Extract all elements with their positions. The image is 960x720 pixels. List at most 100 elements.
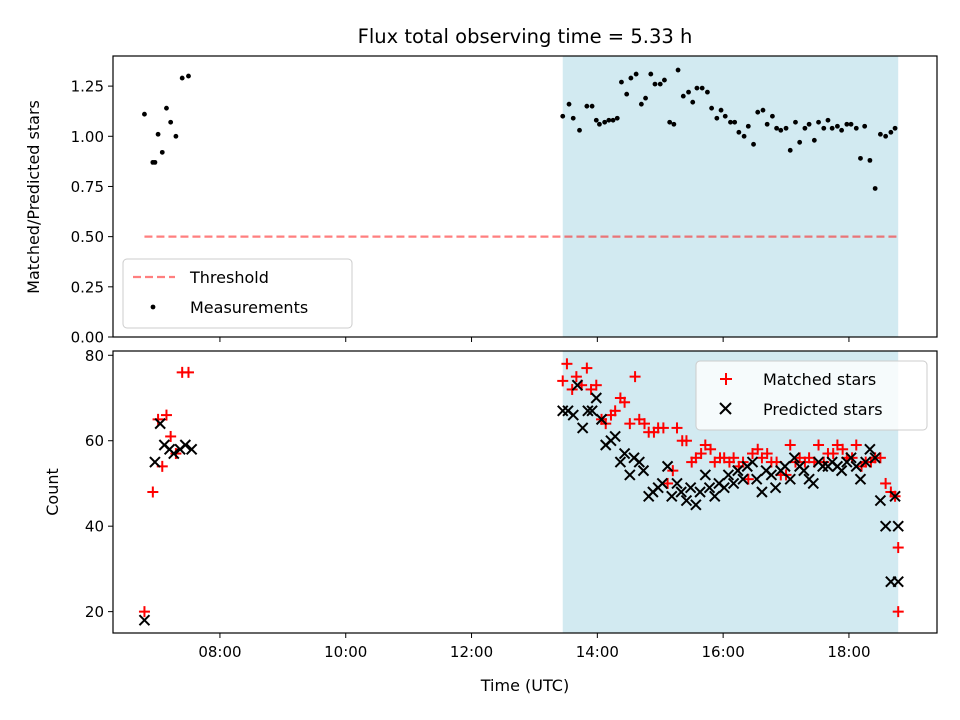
predicted-point	[138, 614, 151, 626]
matched-point	[561, 358, 573, 370]
measurement-point	[173, 133, 179, 139]
predicted-point	[567, 409, 579, 421]
measurement-point	[718, 107, 724, 113]
measurement-point	[589, 103, 595, 109]
measurement-point	[709, 105, 715, 111]
matched-point	[784, 439, 796, 451]
measurement-point	[652, 81, 658, 87]
matched-legend-swatch	[720, 373, 732, 385]
matched-point	[581, 362, 593, 374]
predicted-point	[576, 422, 589, 434]
measurement-point	[686, 89, 691, 95]
measurement-point	[628, 75, 634, 81]
measurement-point	[764, 121, 770, 127]
measurement-point	[797, 139, 803, 145]
measurement-point	[728, 119, 733, 125]
measurement-point	[675, 67, 681, 73]
matched-point	[138, 606, 150, 618]
measurement-point	[862, 123, 868, 129]
measurement-point	[705, 89, 710, 95]
measurement-point	[835, 123, 840, 129]
measurement-point	[159, 149, 165, 155]
predicted-point	[835, 464, 848, 477]
ratio-panel: 0.00 0.25 0.50 0.75 1.00 1.25 Matched/Predict…	[24, 55, 938, 347]
predicted-point	[571, 379, 584, 391]
predicted-point	[779, 460, 791, 473]
measurement-point	[892, 125, 898, 131]
measurement-point	[811, 137, 817, 143]
measurement-point	[732, 119, 738, 125]
predicted-point	[557, 405, 569, 417]
x-tick-label: 12:00	[450, 643, 493, 661]
measurement-point	[760, 107, 766, 113]
ratio-ylabel: Matched/Predicted stars	[24, 100, 43, 294]
measurement-point	[872, 186, 878, 191]
measurement-point	[155, 131, 161, 137]
predicted-point	[684, 482, 697, 494]
measurement-point	[560, 113, 566, 119]
predicted-point	[168, 447, 180, 460]
measurements-legend-swatch	[150, 304, 156, 310]
count-panel: 20 40 60 80 08:00 10:00 12:00 14:00 16:00 18:00 C…	[43, 347, 938, 695]
measurement-point	[839, 127, 845, 133]
predicted-point	[869, 452, 881, 464]
measurement-point	[848, 121, 854, 127]
predicted-point	[889, 490, 901, 502]
predicted-point	[633, 456, 645, 468]
matched-point	[671, 422, 683, 434]
measurement-point	[806, 121, 812, 127]
matched-point	[813, 439, 825, 451]
predicted-point	[661, 460, 674, 473]
measurement-point	[793, 119, 798, 125]
measurement-point	[619, 79, 624, 85]
y-tick-label: 40	[85, 518, 104, 536]
measurement-point	[142, 111, 147, 117]
count-xlabel: Time (UTC)	[480, 676, 569, 695]
measurement-point	[883, 133, 889, 139]
predicted-point	[784, 473, 796, 485]
predicted-point	[618, 447, 631, 460]
ratio-panel-frame	[112, 55, 938, 338]
matched-point	[147, 486, 159, 498]
matched-point	[619, 396, 631, 408]
measurement-point	[829, 125, 835, 131]
predicted-point	[637, 464, 650, 477]
measurement-point	[662, 77, 667, 83]
matched-point	[728, 452, 740, 464]
matched-point	[892, 606, 904, 618]
predicted-point	[666, 490, 678, 502]
measurement-point	[778, 127, 784, 133]
predicted-point	[788, 452, 801, 464]
measurement-point	[164, 105, 169, 111]
predicted-point	[722, 469, 735, 481]
predicted-point	[765, 469, 778, 481]
measurement-point	[577, 127, 582, 133]
measurement-point	[179, 75, 185, 81]
predicted-point	[769, 482, 782, 494]
measurement-point	[606, 117, 612, 123]
matched-point	[609, 405, 621, 417]
predicted-point	[750, 473, 763, 485]
measurement-point	[638, 101, 644, 107]
measurement-point	[816, 119, 821, 125]
predicted-legend-swatch	[719, 402, 732, 415]
predicted-point	[586, 405, 598, 417]
predicted-point	[624, 469, 636, 481]
predicted-point	[671, 477, 683, 490]
measurement-point	[736, 129, 742, 135]
matched-point	[680, 435, 692, 447]
matched-point	[152, 413, 164, 425]
measurement-point	[667, 119, 673, 125]
predicted-point	[614, 456, 627, 468]
measurement-point	[633, 71, 639, 77]
predicted-point	[737, 473, 749, 485]
predicted-point	[718, 482, 730, 494]
measurement-point	[602, 119, 608, 125]
x-tick-label: 10:00	[324, 643, 367, 661]
measurement-point	[186, 73, 191, 79]
predicted-point	[892, 520, 904, 532]
measurement-point	[722, 113, 728, 119]
measurement-point	[614, 115, 620, 121]
predicted-point	[609, 430, 621, 443]
predicted-point	[874, 494, 887, 507]
